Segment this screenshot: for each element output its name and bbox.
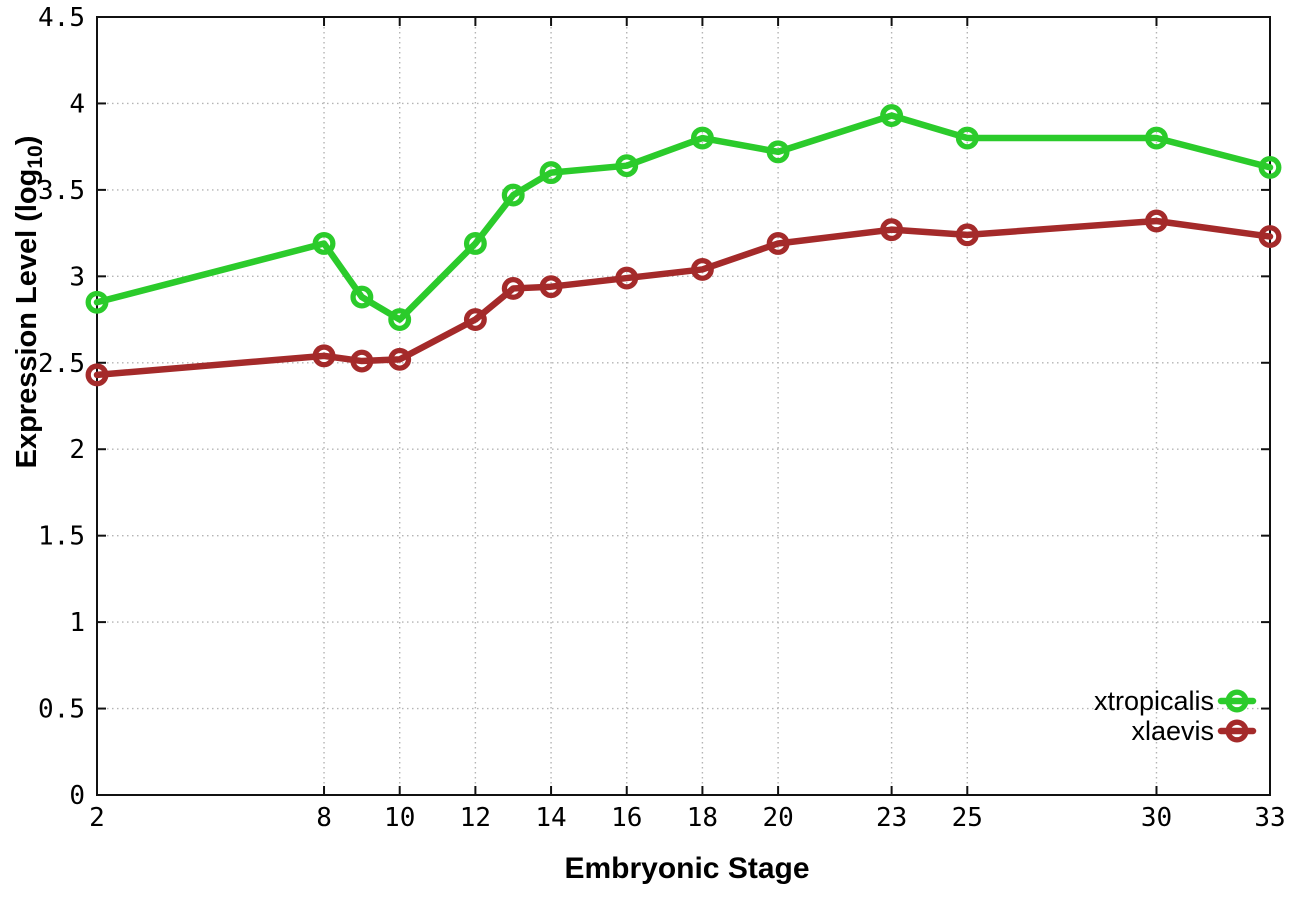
data-point-xtropicalis <box>85 290 109 314</box>
y-tick-label: 0.5 <box>38 695 85 725</box>
data-point-xlaevis <box>501 276 525 300</box>
y-axis-title-suffix: ) <box>11 135 43 146</box>
data-point-xlaevis <box>880 218 904 242</box>
data-point-xtropicalis <box>1258 155 1282 179</box>
data-point-xtropicalis <box>690 126 714 150</box>
data-point-xtropicalis <box>463 232 487 255</box>
x-tick-label: 20 <box>762 803 793 833</box>
series-line-xtropicalis <box>93 112 1274 323</box>
data-point-xlaevis <box>766 232 790 255</box>
data-point-xlaevis <box>312 344 336 368</box>
legend-marker-xlaevis <box>1225 719 1249 743</box>
data-point-xlaevis <box>388 347 412 371</box>
data-point-xtropicalis <box>388 308 412 332</box>
y-tick-label: 0 <box>69 781 85 811</box>
data-point-xlaevis <box>539 275 563 299</box>
y-tick-label: 2.5 <box>38 349 85 379</box>
series-line-xlaevis <box>93 217 1274 379</box>
data-point-xtropicalis <box>955 126 979 150</box>
legend-label-xtropicalis: xtropicalis <box>1094 686 1214 716</box>
y-axis-title-subscript: 10 <box>24 145 47 169</box>
x-tick-label: 33 <box>1254 803 1285 833</box>
legend-label-xlaevis: xlaevis <box>1131 716 1214 746</box>
y-tick-label: 1 <box>69 608 85 638</box>
x-tick-label: 23 <box>876 803 907 833</box>
data-point-xlaevis <box>1258 225 1282 249</box>
data-point-xlaevis <box>1145 209 1168 233</box>
y-tick-label: 1.5 <box>38 522 85 552</box>
data-point-xlaevis <box>615 266 639 290</box>
data-point-xtropicalis <box>766 140 790 164</box>
x-axis-title: Embryonic Stage <box>564 852 810 885</box>
data-point-xtropicalis <box>880 104 904 127</box>
data-point-xlaevis <box>690 257 714 281</box>
legend-marker-xtropicalis <box>1225 689 1249 713</box>
x-tick-label: 8 <box>316 803 332 833</box>
y-tick-label: 3.5 <box>38 176 85 206</box>
x-tick-label: 10 <box>384 803 415 833</box>
x-tick-label: 12 <box>460 803 491 833</box>
y-tick-label: 4.5 <box>38 3 85 33</box>
x-tick-label: 2 <box>89 803 105 833</box>
data-point-xtropicalis <box>1145 126 1168 150</box>
y-axis-title-text: Expression Level (log <box>11 168 43 469</box>
x-tick-label: 25 <box>952 803 983 833</box>
data-point-xtropicalis <box>615 154 639 178</box>
x-tick-label: 18 <box>687 803 718 833</box>
x-tick-label: 30 <box>1141 803 1172 833</box>
y-tick-label: 4 <box>69 89 85 119</box>
y-tick-label: 3 <box>69 262 85 292</box>
y-axis-title: Expression Level (log10) <box>1 2 53 602</box>
data-point-xlaevis <box>350 349 374 373</box>
data-point-xtropicalis <box>350 285 374 309</box>
data-point-xtropicalis <box>539 161 563 185</box>
data-point-xlaevis <box>85 363 109 387</box>
x-tick-label: 14 <box>535 803 566 833</box>
data-point-xtropicalis <box>501 183 525 207</box>
data-point-xtropicalis <box>312 232 336 255</box>
plot-border <box>96 16 1271 796</box>
x-tick-label: 16 <box>611 803 642 833</box>
y-tick-label: 2 <box>69 435 85 465</box>
data-point-xlaevis <box>955 223 979 247</box>
data-point-xlaevis <box>463 308 487 332</box>
